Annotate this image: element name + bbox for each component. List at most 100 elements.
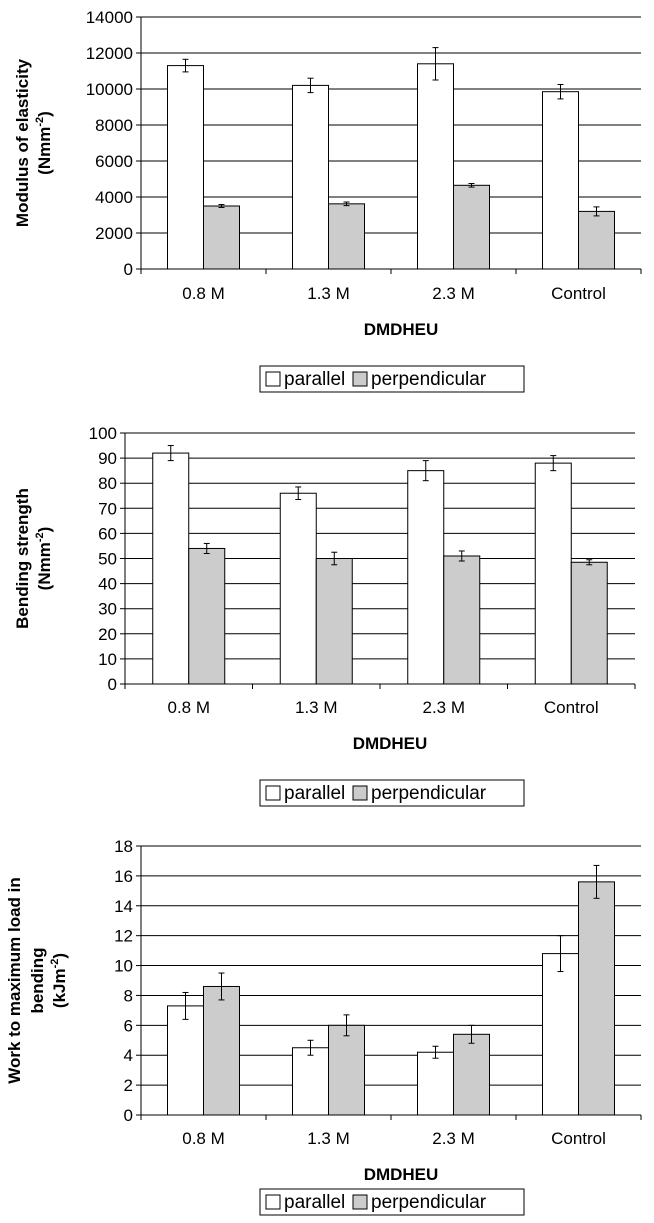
x-tick-label: 0.8 M [182, 284, 225, 303]
bar-perpendicular [203, 205, 240, 270]
unit-close: ) [35, 527, 54, 533]
x-tick-label: 0.8 M [182, 1129, 225, 1148]
y-tick-label: 100 [89, 424, 117, 443]
y-tick-label: 16 [114, 867, 133, 886]
bar-parallel [152, 452, 190, 685]
bar-parallel [292, 84, 329, 270]
y-axis-title: Modulus of elasticity [13, 58, 32, 227]
x-tick-label: Control [551, 1129, 606, 1148]
y-tick-label: 14 [114, 897, 133, 916]
y-tick-label: 10 [98, 650, 117, 669]
unit-superscript: -2 [34, 532, 46, 542]
y-axis-title: bending [28, 947, 47, 1013]
y-tick-label: 40 [98, 575, 117, 594]
y-axis-title: Bending strength [13, 488, 32, 629]
bar-parallel [279, 492, 317, 685]
bar-perpendicular [315, 558, 353, 685]
legend-swatch-parallel [265, 371, 281, 387]
y-tick-label: 14000 [86, 8, 133, 27]
legend-label-parallel: parallel [284, 369, 345, 390]
y-tick-label: 2000 [95, 224, 133, 243]
error-bar [550, 455, 557, 472]
bar-parallel [542, 953, 579, 1116]
x-tick-label: 0.8 M [167, 698, 210, 717]
y-tick-label: 10000 [86, 80, 133, 99]
y-tick-label: 10 [114, 957, 133, 976]
legend-label-parallel: parallel [284, 783, 345, 804]
unit-base: (Nmm [35, 542, 54, 590]
y-tick-label: 12 [114, 927, 133, 946]
chart-3: 0 2 4 6 8 10 12 14 16 18 0.8 M 1.3 M 2.3 M Control DMD… [5, 837, 642, 1216]
bar-perpendicular [203, 985, 240, 1116]
legend-label-parallel: parallel [284, 1192, 345, 1213]
error-bar [343, 201, 350, 207]
legend-box [259, 1188, 525, 1216]
y-axis-title: Work to maximum load in [5, 877, 24, 1084]
unit-base: (kJm [50, 968, 69, 1008]
unit-close: ) [35, 111, 54, 117]
y-tick-label: 30 [98, 600, 117, 619]
x-tick-label: 1.3 M [307, 284, 350, 303]
error-bar [593, 206, 600, 217]
bar-perpendicular [578, 210, 615, 270]
y-tick-label: 6000 [95, 152, 133, 171]
bar-perpendicular [578, 881, 615, 1116]
error-bar [593, 864, 600, 899]
bar-parallel [407, 470, 445, 685]
error-bar [432, 47, 439, 81]
unit-close: ) [50, 953, 69, 959]
y-tick-label: 4000 [95, 188, 133, 207]
bar-perpendicular [453, 1033, 490, 1116]
x-axis-title: DMDHEU [364, 1165, 439, 1184]
error-bar [432, 1045, 439, 1059]
x-tick-label: Control [551, 284, 606, 303]
y-tick-label: 12000 [86, 44, 133, 63]
error-bar [307, 1039, 314, 1056]
legend-box [259, 779, 525, 807]
bar-parallel [542, 91, 579, 270]
error-bar [218, 972, 225, 1001]
x-tick-label: 2.3 M [432, 1129, 475, 1148]
bar-parallel [167, 1005, 204, 1116]
error-bar [557, 84, 564, 100]
y-tick-label: 70 [98, 499, 117, 518]
bar-perpendicular [328, 203, 365, 270]
y-tick-label: 18 [114, 837, 133, 856]
y-tick-label: 0 [108, 675, 117, 694]
error-bar [307, 77, 314, 94]
legend: parallel perpendicular [259, 1188, 525, 1216]
error-bar [218, 204, 225, 208]
bar-parallel [417, 1051, 454, 1116]
x-tick-label: 2.3 M [432, 284, 475, 303]
x-tick-label: 1.3 M [295, 698, 338, 717]
error-bar [331, 551, 338, 566]
legend-swatch-perpendicular [352, 371, 368, 387]
y-tick-label: 8000 [95, 116, 133, 135]
bar-perpendicular [188, 547, 226, 685]
unit-superscript: -2 [34, 117, 46, 127]
unit-superscript: -2 [49, 959, 61, 969]
bar-parallel [534, 462, 572, 685]
error-bar [295, 486, 302, 501]
x-axis-title: DMDHEU [364, 320, 439, 339]
error-bar [557, 935, 564, 973]
bar-perpendicular [453, 184, 490, 270]
legend-swatch-parallel [265, 1194, 281, 1210]
y-axis-unit: (Nmm-2) [34, 111, 54, 175]
y-tick-label: 80 [98, 474, 117, 493]
bar-parallel [292, 1047, 329, 1116]
error-bar [468, 183, 475, 188]
legend: parallel perpendicular [259, 365, 525, 393]
y-tick-label: 6 [124, 1016, 133, 1035]
bar-parallel [417, 63, 454, 270]
error-bar [167, 445, 174, 462]
chart-2: 0 10 20 30 40 50 60 70 80 90 100 0.8 M 1.3 M 2.3 M Con… [13, 424, 636, 807]
y-tick-label: 0 [124, 1106, 133, 1125]
error-bar [182, 991, 189, 1020]
x-axis-title: DMDHEU [353, 734, 428, 753]
bar-perpendicular [570, 561, 608, 685]
error-bar [343, 1014, 350, 1037]
legend: parallel perpendicular [259, 779, 525, 807]
error-bar [586, 559, 593, 566]
